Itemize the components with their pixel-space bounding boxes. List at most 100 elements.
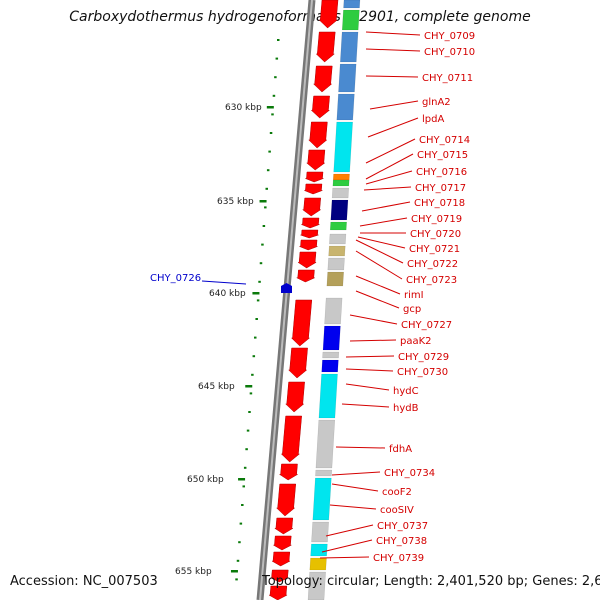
gene-label[interactable]: gcp bbox=[403, 304, 421, 315]
reverse-gene-block[interactable] bbox=[318, 373, 338, 419]
gene-label[interactable]: CHY_0722 bbox=[407, 259, 458, 270]
gene-label[interactable]: CHY_0711 bbox=[422, 73, 473, 84]
gene-label[interactable]: CHY_0720 bbox=[410, 229, 461, 240]
gene-label[interactable]: CHY_0738 bbox=[376, 536, 427, 547]
forward-gene-arrow[interactable] bbox=[305, 171, 324, 183]
gene-label[interactable]: CHY_0734 bbox=[384, 468, 435, 479]
reverse-gene-block[interactable] bbox=[309, 557, 327, 571]
forward-gene-arrow[interactable] bbox=[318, 0, 339, 29]
ruler-minor-tick bbox=[235, 578, 238, 581]
ruler-minor-tick bbox=[268, 150, 271, 153]
gene-label[interactable]: CHY_0739 bbox=[373, 553, 424, 564]
reverse-gene-block[interactable] bbox=[329, 233, 347, 245]
reverse-gene-block[interactable] bbox=[327, 257, 345, 271]
gene-label[interactable]: CHY_0729 bbox=[398, 352, 449, 363]
forward-gene-arrow[interactable] bbox=[308, 121, 328, 149]
gene-label[interactable]: CHY_0727 bbox=[401, 320, 452, 331]
gene-label[interactable]: CHY_0719 bbox=[411, 214, 462, 225]
reverse-gene-block[interactable] bbox=[340, 31, 359, 63]
ruler-minor-tick bbox=[262, 225, 266, 227]
reverse-gene-block[interactable] bbox=[324, 297, 343, 325]
ruler-minor-tick bbox=[264, 206, 267, 209]
scale-label: 635 kbp bbox=[217, 197, 254, 207]
ruler-major-tick bbox=[245, 385, 253, 388]
genome-backbone-highlight bbox=[259, 0, 313, 600]
highlight-gene-label[interactable]: CHY_0726 bbox=[150, 273, 201, 284]
reverse-gene-block[interactable] bbox=[343, 0, 361, 9]
forward-gene-arrow[interactable] bbox=[299, 239, 318, 251]
reverse-gene-block[interactable] bbox=[315, 419, 336, 469]
reverse-gene-block[interactable] bbox=[338, 63, 357, 93]
forward-gene-arrow[interactable] bbox=[278, 463, 299, 481]
reverse-gene-block[interactable] bbox=[322, 351, 340, 359]
gene-label[interactable]: fdhA bbox=[389, 444, 412, 455]
forward-gene-arrow[interactable] bbox=[300, 229, 319, 239]
gene-label[interactable]: CHY_0737 bbox=[377, 521, 428, 532]
forward-gene-arrow[interactable] bbox=[271, 551, 291, 567]
ruler-minor-tick bbox=[236, 559, 240, 562]
ruler-minor-tick bbox=[256, 299, 260, 302]
reverse-gene-block[interactable] bbox=[315, 469, 333, 477]
reverse-gene-block[interactable] bbox=[329, 221, 347, 231]
forward-gene-arrow[interactable] bbox=[272, 535, 292, 551]
forward-gene-arrow[interactable] bbox=[296, 269, 315, 283]
gene-label[interactable]: CHY_0730 bbox=[397, 367, 448, 378]
forward-gene-arrow[interactable] bbox=[270, 569, 289, 583]
forward-gene-arrow[interactable] bbox=[288, 347, 308, 379]
reverse-gene-block[interactable] bbox=[332, 173, 350, 181]
gene-labels: CHY_0709 CHY_0710 CHY_0711 glnA2 lpdA CHY_071… bbox=[373, 31, 475, 564]
reverse-gene-block[interactable] bbox=[332, 179, 350, 187]
reverse-gene-block[interactable] bbox=[312, 477, 332, 521]
forward-gene-arrow[interactable] bbox=[301, 217, 320, 229]
highlight-gene-marker[interactable] bbox=[281, 283, 292, 293]
ruler-minor-tick bbox=[255, 318, 258, 320]
forward-gene-arrow[interactable] bbox=[315, 31, 336, 63]
reverse-gene-block[interactable] bbox=[326, 271, 344, 287]
gene-label[interactable]: CHY_0714 bbox=[419, 135, 470, 146]
gene-label[interactable]: paaK2 bbox=[400, 336, 432, 347]
forward-gene-arrow[interactable] bbox=[313, 65, 333, 93]
gene-label[interactable]: CHY_0715 bbox=[417, 150, 468, 161]
forward-gene-arrow[interactable] bbox=[290, 299, 313, 347]
forward-gene-arrow[interactable] bbox=[304, 183, 323, 195]
gene-label-leader bbox=[331, 471, 381, 476]
forward-gene-arrow[interactable] bbox=[306, 149, 326, 171]
gene-label[interactable]: cooSIV bbox=[380, 505, 414, 516]
forward-gene-arrow[interactable] bbox=[274, 517, 294, 535]
forward-gene-arrow[interactable] bbox=[280, 415, 302, 463]
gene-label[interactable]: hydB bbox=[393, 403, 419, 414]
forward-gene-arrow[interactable] bbox=[285, 381, 305, 413]
reverse-gene-block[interactable] bbox=[331, 187, 349, 199]
gene-label[interactable]: CHY_0710 bbox=[424, 47, 475, 58]
forward-gene-arrow[interactable] bbox=[297, 251, 318, 269]
forward-gene-arrow[interactable] bbox=[301, 197, 322, 217]
gene-label[interactable]: lpdA bbox=[422, 114, 444, 125]
ruler-major-tick bbox=[259, 200, 267, 203]
gene-label[interactable]: hydC bbox=[393, 386, 419, 397]
forward-gene-arrow[interactable] bbox=[310, 95, 331, 119]
gene-label[interactable]: glnA2 bbox=[422, 97, 451, 108]
reverse-gene-block[interactable] bbox=[321, 359, 339, 373]
gene-label[interactable]: CHY_0723 bbox=[406, 275, 457, 286]
forward-gene-arrow[interactable] bbox=[276, 483, 297, 517]
gene-label[interactable]: CHY_0709 bbox=[424, 31, 475, 42]
reverse-gene-block[interactable] bbox=[328, 245, 346, 257]
reverse-gene-block[interactable] bbox=[311, 521, 329, 543]
reverse-gene-block[interactable] bbox=[310, 543, 328, 557]
gene-label[interactable]: CHY_0717 bbox=[415, 183, 466, 194]
gene-label-leader bbox=[369, 100, 419, 110]
gene-label[interactable]: rimI bbox=[404, 290, 424, 301]
forward-gene-arrow[interactable] bbox=[268, 585, 288, 600]
reverse-gene-block[interactable] bbox=[307, 571, 326, 600]
reverse-gene-block[interactable] bbox=[341, 9, 360, 31]
gene-label[interactable]: CHY_0716 bbox=[416, 167, 467, 178]
reverse-gene-block[interactable] bbox=[330, 199, 349, 221]
gene-label[interactable]: CHY_0721 bbox=[409, 244, 460, 255]
scale-label: 645 kbp bbox=[198, 382, 235, 392]
reverse-gene-block[interactable] bbox=[336, 93, 355, 121]
gene-label[interactable]: CHY_0718 bbox=[414, 198, 465, 209]
gene-label[interactable]: cooF2 bbox=[382, 487, 412, 498]
reverse-gene-block[interactable] bbox=[322, 325, 341, 351]
reverse-gene-block[interactable] bbox=[333, 121, 353, 173]
